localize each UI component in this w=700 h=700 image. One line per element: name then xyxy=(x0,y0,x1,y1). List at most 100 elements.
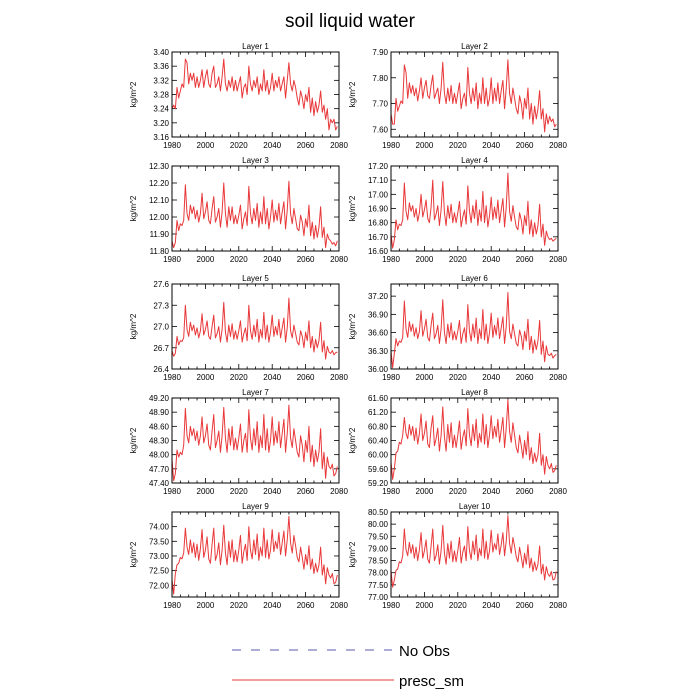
series-line-presc-sm xyxy=(390,399,557,480)
x-tick-label: 1980 xyxy=(163,141,181,150)
y-tick-label: 3.28 xyxy=(153,91,169,100)
x-tick-label: 2000 xyxy=(416,255,434,264)
x-tick-label: 2040 xyxy=(263,255,281,264)
x-tick-label: 2080 xyxy=(549,373,567,382)
y-axis-label: kg/m^2 xyxy=(129,427,138,453)
y-tick-label: 16.60 xyxy=(368,247,389,256)
x-tick-label: 1980 xyxy=(382,141,400,150)
y-axis-label: kg/m^2 xyxy=(129,81,138,107)
x-tick-label: 2000 xyxy=(197,255,215,264)
panel-title: Layer 2 xyxy=(461,42,488,51)
x-tick-label: 2080 xyxy=(330,255,348,264)
y-axis-label: kg/m^2 xyxy=(129,313,138,339)
y-tick-label: 60.40 xyxy=(368,437,389,446)
x-tick-label: 2020 xyxy=(449,141,467,150)
x-tick-label: 2080 xyxy=(549,487,567,496)
y-tick-label: 12.30 xyxy=(149,162,170,171)
y-tick-label: 12.20 xyxy=(149,179,170,188)
panel-layer-8: Layer 8 kg/m^2 59.20 59.60 60.00 60.40 60.80 61… xyxy=(348,388,567,496)
x-tick-label: 2020 xyxy=(449,373,467,382)
plot-frame xyxy=(171,165,340,252)
x-tick-label: 2040 xyxy=(263,141,281,150)
y-tick-label: 61.60 xyxy=(368,394,389,403)
y-tick-label: 12.00 xyxy=(149,213,170,222)
panel-layer-10: Layer 10 kg/m^2 77.00 77.50 78.00 78.50 79.00 7… xyxy=(348,502,567,610)
plot-frame xyxy=(171,397,340,484)
y-tick-label: 3.32 xyxy=(153,76,169,85)
panel-title: Layer 1 xyxy=(242,42,269,51)
x-tick-label: 2020 xyxy=(449,601,467,610)
y-tick-label: 7.90 xyxy=(372,48,388,57)
x-tick-label: 2060 xyxy=(297,141,315,150)
series-line-presc-sm xyxy=(390,59,557,133)
x-tick-label: 1980 xyxy=(163,601,181,610)
panel-title: Layer 9 xyxy=(242,502,269,511)
x-tick-label: 2020 xyxy=(230,255,248,264)
y-tick-label: 17.10 xyxy=(368,176,389,185)
y-tick-label: 3.40 xyxy=(153,48,169,57)
x-tick-label: 2060 xyxy=(516,601,534,610)
x-tick-label: 2040 xyxy=(263,487,281,496)
y-tick-label: 3.36 xyxy=(153,62,169,71)
y-tick-label: 73.00 xyxy=(149,552,170,561)
panel-title: Layer 6 xyxy=(461,274,488,283)
x-tick-label: 2000 xyxy=(197,141,215,150)
plot-frame xyxy=(390,283,559,370)
panel-layer-1: Layer 1 kg/m^2 3.16 3.20 3.24 3.28 3.32 3.36 3.4… xyxy=(129,42,348,150)
y-tick-label: 79.00 xyxy=(368,544,389,553)
y-tick-label: 7.70 xyxy=(372,100,388,109)
panel-title: Layer 5 xyxy=(242,274,269,283)
x-tick-label: 1980 xyxy=(382,373,400,382)
x-tick-label: 2020 xyxy=(449,255,467,264)
y-tick-label: 73.50 xyxy=(149,537,170,546)
y-tick-label: 72.00 xyxy=(149,581,170,590)
series-line-presc-sm xyxy=(171,58,338,131)
plot-frame xyxy=(390,397,559,484)
y-tick-label: 17.00 xyxy=(368,190,389,199)
panel-layer-3: Layer 3 kg/m^2 11.80 11.90 12.00 12.10 12.20 12… xyxy=(129,156,348,264)
panel-title: Layer 10 xyxy=(459,502,491,511)
x-tick-label: 2060 xyxy=(516,255,534,264)
y-tick-label: 36.90 xyxy=(368,310,389,319)
x-tick-label: 2040 xyxy=(263,601,281,610)
panel-layer-9: Layer 9 kg/m^2 72.00 72.50 73.00 73.50 74.00 19… xyxy=(129,502,348,610)
y-tick-label: 74.00 xyxy=(149,523,170,532)
y-tick-label: 48.00 xyxy=(149,451,170,460)
x-tick-label: 2020 xyxy=(230,487,248,496)
x-tick-label: 1980 xyxy=(163,487,181,496)
x-tick-label: 2000 xyxy=(416,487,434,496)
y-tick-label: 26.7 xyxy=(153,344,169,353)
x-tick-label: 2060 xyxy=(297,487,315,496)
y-tick-label: 27.6 xyxy=(153,280,169,289)
series-line-presc-sm xyxy=(390,292,557,369)
series-line-presc-sm xyxy=(390,515,557,588)
y-tick-label: 48.30 xyxy=(149,437,170,446)
y-tick-label: 78.00 xyxy=(368,569,389,578)
y-tick-label: 49.20 xyxy=(149,394,170,403)
y-tick-label: 27.3 xyxy=(153,301,169,310)
y-tick-label: 47.40 xyxy=(149,479,170,488)
panel-title: Layer 3 xyxy=(242,156,269,165)
x-tick-label: 2000 xyxy=(197,601,215,610)
x-tick-label: 1980 xyxy=(382,255,400,264)
y-tick-label: 27.0 xyxy=(153,323,169,332)
y-tick-label: 72.50 xyxy=(149,567,170,576)
y-tick-label: 17.20 xyxy=(368,162,389,171)
series-line-presc-sm xyxy=(171,515,338,595)
plot-frame xyxy=(171,51,340,138)
y-axis-label: kg/m^2 xyxy=(348,195,357,221)
y-tick-label: 59.20 xyxy=(368,479,389,488)
y-tick-label: 37.20 xyxy=(368,292,389,301)
series-line-presc-sm xyxy=(171,404,338,482)
legend-entry-no-obs: No Obs xyxy=(232,643,450,660)
legend-label-no-obs: No Obs xyxy=(399,643,450,660)
x-tick-label: 2000 xyxy=(416,601,434,610)
x-tick-label: 2020 xyxy=(449,487,467,496)
series-line-presc-sm xyxy=(171,180,338,249)
y-tick-label: 61.20 xyxy=(368,408,389,417)
x-tick-label: 2020 xyxy=(230,373,248,382)
y-tick-label: 7.80 xyxy=(372,74,388,83)
y-axis-label: kg/m^2 xyxy=(129,195,138,221)
plot-frame xyxy=(390,511,559,598)
y-tick-label: 60.00 xyxy=(368,451,389,460)
